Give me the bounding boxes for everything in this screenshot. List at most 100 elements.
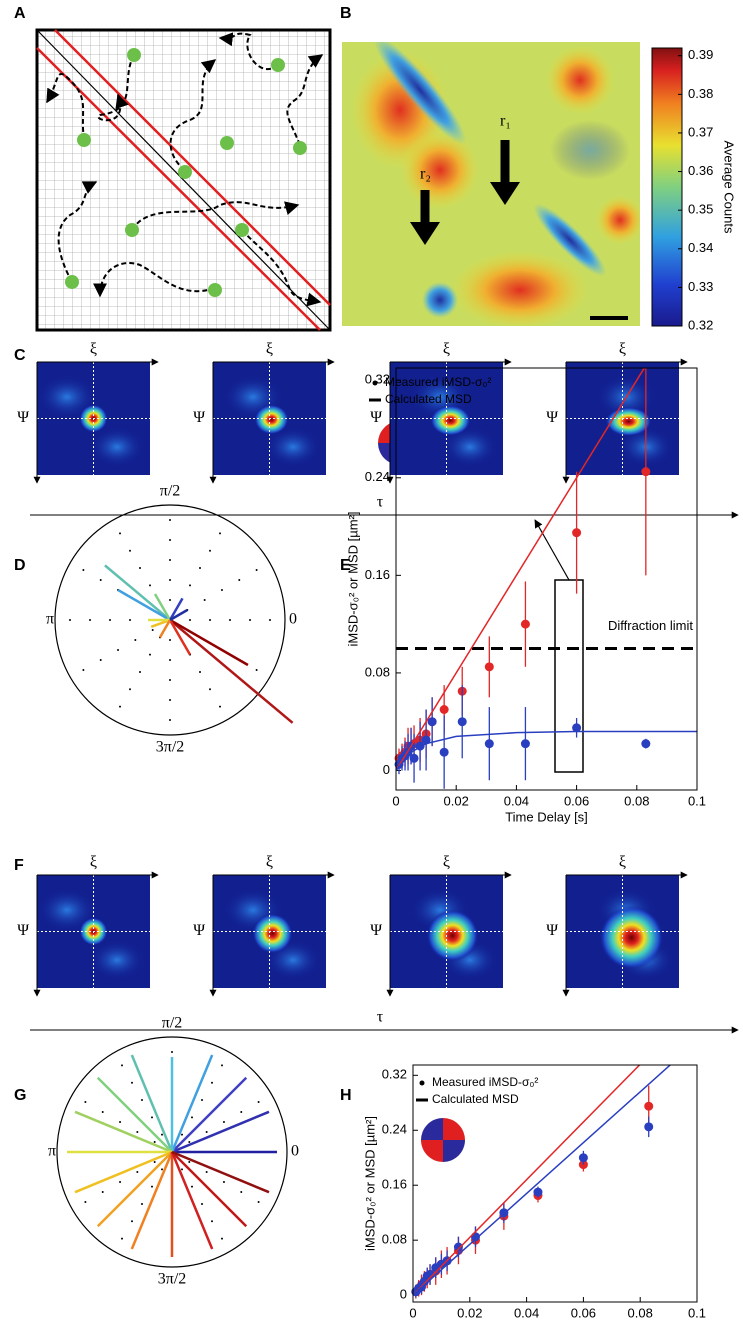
polar-dot xyxy=(221,1237,223,1240)
polar-dot xyxy=(169,679,171,681)
vector xyxy=(74,1150,173,1194)
annotation: r₂ xyxy=(420,166,431,183)
polar-dot xyxy=(136,1131,139,1133)
peak xyxy=(430,405,471,436)
haze xyxy=(89,427,145,467)
tick-label: 0.33 xyxy=(688,279,713,294)
axis-symbol: ξ xyxy=(90,854,97,871)
polar-dot xyxy=(219,532,221,535)
panel-b xyxy=(342,42,640,326)
x-tick-label: 0.04 xyxy=(514,1305,539,1320)
polar-dot xyxy=(211,1220,213,1223)
polar-dot xyxy=(141,1099,143,1102)
vector xyxy=(74,1110,173,1154)
polar-dot xyxy=(161,1168,163,1171)
axis-symbol: ξ xyxy=(443,854,450,871)
polar-dot xyxy=(119,705,121,708)
polar-dot xyxy=(129,549,131,552)
polar-dot xyxy=(220,589,223,591)
polar-dot xyxy=(181,1168,183,1171)
x-tick-label: 0 xyxy=(392,793,399,808)
axis-symbol: ξ xyxy=(619,854,626,871)
x-tick-label: 0.06 xyxy=(564,793,589,808)
polar-dot xyxy=(219,705,221,708)
haze xyxy=(265,427,321,467)
vector xyxy=(96,1151,173,1228)
vector xyxy=(171,1151,248,1228)
peak xyxy=(599,905,664,970)
polar-label: 0 xyxy=(291,1143,299,1160)
peak xyxy=(254,404,289,435)
vector xyxy=(169,619,294,724)
point xyxy=(644,1122,654,1132)
quadrant-icon xyxy=(421,1118,465,1162)
point xyxy=(409,753,419,763)
polar-dot xyxy=(249,619,251,621)
tick-label: 0.39 xyxy=(688,47,713,62)
axis-symbol: ξ xyxy=(619,341,626,358)
y-tick-label: 0.16 xyxy=(365,567,390,582)
point xyxy=(453,1242,463,1252)
polar-dot xyxy=(101,1191,104,1193)
panel-letter: E xyxy=(340,557,351,574)
polar-dot xyxy=(269,619,271,621)
tick-label: 0.32 xyxy=(688,317,713,332)
y-tick-label: 0 xyxy=(383,762,390,777)
polar-dot xyxy=(205,1171,208,1173)
axis-symbol: ξ xyxy=(90,341,97,358)
polar-dot xyxy=(89,619,91,621)
tau-label: τ xyxy=(377,494,384,511)
polar-dot xyxy=(169,559,171,561)
vector xyxy=(96,1076,173,1153)
panel-letter: A xyxy=(14,5,26,22)
polar-label: 3π/2 xyxy=(158,1271,187,1288)
point xyxy=(641,467,651,477)
panel-letter: F xyxy=(14,857,24,874)
polar-dot xyxy=(101,1111,104,1113)
y-tick-label: 0.32 xyxy=(365,372,390,387)
polar-dot xyxy=(136,1171,139,1173)
y-tick-label: 0.16 xyxy=(382,1177,407,1192)
axis-symbol: ξ xyxy=(266,854,273,871)
polar-dot xyxy=(222,1121,225,1123)
polar-dot xyxy=(151,629,154,631)
point xyxy=(457,717,467,727)
polar-dot xyxy=(199,670,201,673)
polar-dot xyxy=(131,1220,133,1223)
point xyxy=(439,747,449,757)
polar-dot xyxy=(134,639,137,641)
vector xyxy=(117,588,171,622)
point xyxy=(484,739,494,749)
vector xyxy=(104,564,171,621)
axis-symbol: ξ xyxy=(443,341,450,358)
axis-symbol: Ψ xyxy=(193,409,205,426)
legend-label: Measured iMSD-σ₀² xyxy=(385,375,491,389)
polar-label: 0 xyxy=(289,611,297,628)
polar-dot xyxy=(109,619,111,621)
polar-dot xyxy=(69,619,71,621)
polar-dot xyxy=(169,699,171,701)
legend-marker xyxy=(372,380,378,386)
x-tick-label: 0.04 xyxy=(504,793,529,808)
colorbar xyxy=(651,47,683,327)
polar-dot xyxy=(191,1116,193,1119)
axis-symbol: Ψ xyxy=(193,922,205,939)
polar-label: π xyxy=(48,1143,56,1160)
point xyxy=(421,735,431,745)
vector xyxy=(168,597,184,621)
polar-dot xyxy=(169,539,171,541)
annotation: Diffraction limit xyxy=(608,618,693,633)
polar-dot xyxy=(82,569,85,571)
polar-dot xyxy=(82,669,85,671)
point xyxy=(520,619,530,629)
polar-dot xyxy=(169,659,171,661)
polar-dot xyxy=(205,1131,208,1133)
x-tick-label: 0.02 xyxy=(457,1305,482,1320)
polar-dot xyxy=(255,669,258,671)
point xyxy=(533,1187,543,1197)
point xyxy=(572,723,582,733)
panel-letter: D xyxy=(14,557,26,574)
polar-dot xyxy=(153,1141,156,1143)
polar-dot xyxy=(191,1185,193,1188)
vector xyxy=(171,1150,270,1194)
